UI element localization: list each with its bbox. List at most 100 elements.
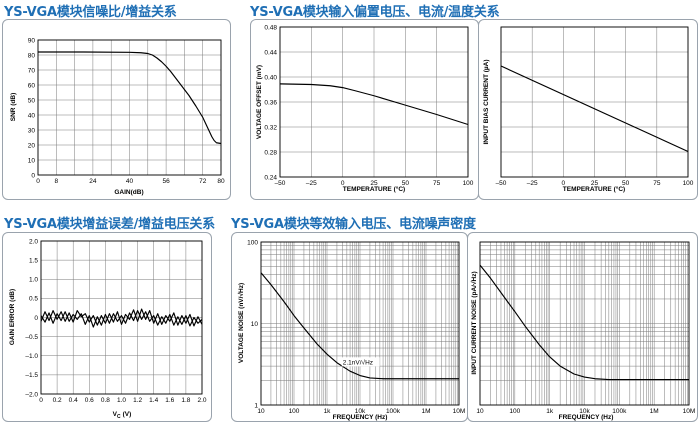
snr-vs-gain-panel: 0 8 24 40 56 72 80 0 10 20 30 40 50 60 70 80 90 GAIN(dB) S… bbox=[2, 19, 231, 200]
series-line-1 bbox=[279, 83, 469, 126]
x-tick-label: 1.8 bbox=[181, 397, 190, 404]
plot-frame bbox=[479, 241, 690, 406]
x-axis-label: TEMPERATURE (°C) bbox=[563, 185, 625, 193]
y-tick-label: 0.5 bbox=[29, 296, 38, 303]
plot-frame bbox=[40, 240, 203, 395]
offset-voltage-chart: –50 –25 0 25 50 75 100 0.24 0.28 0.32 0.36 0.40 0.44… bbox=[256, 24, 474, 193]
y-tick-label: 1.0 bbox=[29, 277, 38, 284]
series-line-1 bbox=[500, 65, 689, 153]
x-tick-label: 10M bbox=[683, 408, 696, 415]
y-tick-label: 100 bbox=[247, 239, 258, 246]
chart-title-offset-bias: YS-VGA模块输入偏置电压、电流/温度关系 bbox=[250, 5, 500, 20]
gain-error-panel: 0 0.2 0.4 0.6 0.8 1.0 1.2 1.4 1.6 1.8 2.0 –2.0 –1.5 –… bbox=[2, 232, 212, 422]
y-tick-label: 50 bbox=[28, 97, 36, 104]
x-tick-label: 24 bbox=[89, 178, 97, 185]
series-line-1 bbox=[260, 272, 459, 380]
y-tick-label: 10 bbox=[28, 157, 36, 164]
x-tick-label: 100 bbox=[289, 408, 300, 415]
x-tick-label: 100k bbox=[386, 408, 401, 415]
x-tick-label: 50 bbox=[622, 180, 630, 187]
y-tick-label: 30 bbox=[28, 127, 36, 134]
x-tick-label: 0 bbox=[39, 397, 43, 404]
x-axis-label-subscript: C bbox=[117, 414, 121, 420]
x-tick-label: 50 bbox=[402, 180, 410, 187]
x-tick-label: 1.6 bbox=[165, 397, 174, 404]
plot-frame bbox=[37, 39, 222, 176]
x-tick-label: 100 bbox=[463, 180, 474, 187]
series-line-1 bbox=[479, 264, 689, 381]
y-axis-label: VOLTAGE NOISE (nV/√Hz) bbox=[237, 283, 245, 363]
y-tick-label: 0.36 bbox=[264, 99, 277, 106]
x-tick-label: 10k bbox=[579, 408, 590, 415]
x-tick-label: 25 bbox=[370, 180, 378, 187]
y-axis-label: SNR (dB) bbox=[10, 93, 17, 122]
x-tick-label: 0.2 bbox=[53, 397, 62, 404]
chart-title-snr-gain: YS-VGA模块信噪比/增益关系 bbox=[4, 5, 177, 20]
y-tick-label: 0.28 bbox=[264, 149, 277, 156]
x-tick-label: 100k bbox=[612, 408, 627, 415]
x-axis-label: FREQUENCY (Hz) bbox=[333, 414, 388, 421]
y-tick-label: 0.24 bbox=[264, 174, 277, 181]
x-tick-label: 100 bbox=[683, 180, 694, 187]
x-axis-label: GAIN(dB) bbox=[114, 189, 143, 196]
y-tick-label: 40 bbox=[28, 112, 36, 119]
current-noise-chart: 10 100 1k 10k 100k 1M 10M FREQUENCY (Hz) INPUT C… bbox=[470, 241, 696, 421]
y-tick-label: 2.0 bbox=[29, 238, 38, 245]
bias-current-chart: –50 –25 0 25 50 75 100 TEMPERATURE (°C) INPUT BI… bbox=[483, 26, 694, 193]
gain-error-chart: 0 0.2 0.4 0.6 0.8 1.0 1.2 1.4 1.6 1.8 2.0 –2.0 –1.5 –… bbox=[9, 238, 207, 420]
voltage-noise-panel: 10 100 1k 10k 100k 1M 10M 1 10 100 FREQUENCY (Hz) V… bbox=[231, 232, 468, 422]
x-tick-label: 100 bbox=[509, 408, 520, 415]
offset-voltage-panel: –50 –25 0 25 50 75 100 0.24 0.28 0.32 0.36 0.40 0.44… bbox=[250, 19, 479, 200]
x-axis-label: VC (V) bbox=[113, 411, 132, 420]
series-line-2 bbox=[40, 310, 203, 328]
x-tick-label: 0.6 bbox=[85, 397, 94, 404]
y-tick-label: 0.40 bbox=[264, 74, 277, 81]
y-tick-label: –0.5 bbox=[25, 334, 38, 341]
snr-vs-gain-chart: 0 8 24 40 56 72 80 0 10 20 30 40 50 60 70 80 90 GAIN(dB) S… bbox=[10, 37, 225, 196]
current-noise-panel: 10 100 1k 10k 100k 1M 10M FREQUENCY (Hz) INPUT C… bbox=[467, 232, 698, 422]
y-tick-label: 0.32 bbox=[264, 124, 277, 131]
x-tick-label: 1.0 bbox=[117, 397, 126, 404]
y-tick-label: 0 bbox=[34, 315, 38, 322]
plot-frame bbox=[500, 26, 689, 178]
x-tick-label: 40 bbox=[126, 178, 134, 185]
y-axis-label: VOLTAGE OFFSET (mV) bbox=[256, 65, 263, 139]
x-tick-label: 75 bbox=[653, 180, 661, 187]
x-tick-label: –25 bbox=[306, 180, 317, 187]
y-tick-label: –1.0 bbox=[25, 353, 38, 360]
x-axis-label: FREQUENCY (Hz) bbox=[559, 414, 614, 421]
x-axis-label-unit: (V) bbox=[123, 411, 132, 418]
y-axis-label: INPUT BIAS CURRENT (µA) bbox=[483, 60, 490, 145]
y-tick-label: –1.5 bbox=[25, 372, 38, 379]
plot-frame bbox=[279, 26, 469, 178]
x-tick-label: 75 bbox=[433, 180, 441, 187]
x-tick-label: 80 bbox=[217, 178, 225, 185]
chart-title-gain-error: YS-VGA模块增益误差/增益电压关系 bbox=[4, 217, 215, 232]
x-tick-label: 1.2 bbox=[133, 397, 142, 404]
x-tick-label: 0 bbox=[341, 180, 345, 187]
x-tick-label: 10M bbox=[453, 408, 466, 415]
chart-title-noise: YS-VGA模块等效输入电压、电流噪声密度 bbox=[231, 217, 476, 232]
x-axis-label: TEMPERATURE (°C) bbox=[343, 185, 405, 193]
y-tick-label: 90 bbox=[28, 37, 36, 44]
y-tick-label: 0 bbox=[31, 172, 35, 179]
x-tick-label: 0 bbox=[36, 178, 40, 185]
x-axis-label-symbol: V bbox=[113, 411, 118, 418]
series-line-1 bbox=[38, 51, 222, 145]
x-tick-label: 10 bbox=[476, 408, 484, 415]
y-tick-label: 10 bbox=[251, 321, 259, 328]
x-tick-label: 1M bbox=[421, 408, 430, 415]
x-tick-label: –50 bbox=[496, 180, 507, 187]
y-axis-label: GAIN ERROR (dB) bbox=[9, 289, 16, 345]
y-tick-label: 70 bbox=[28, 67, 36, 74]
x-tick-label: –25 bbox=[527, 180, 538, 187]
x-tick-label: 56 bbox=[162, 178, 170, 185]
plot-frame bbox=[260, 241, 460, 406]
x-tick-label: 25 bbox=[591, 180, 599, 187]
y-axis-label: INPUT CURRENT NOISE (pA/√Hz) bbox=[470, 271, 478, 374]
y-tick-label: 60 bbox=[28, 82, 36, 89]
x-tick-label: 2.0 bbox=[197, 397, 206, 404]
series-line-1 bbox=[40, 308, 203, 327]
x-tick-label: –50 bbox=[275, 180, 286, 187]
